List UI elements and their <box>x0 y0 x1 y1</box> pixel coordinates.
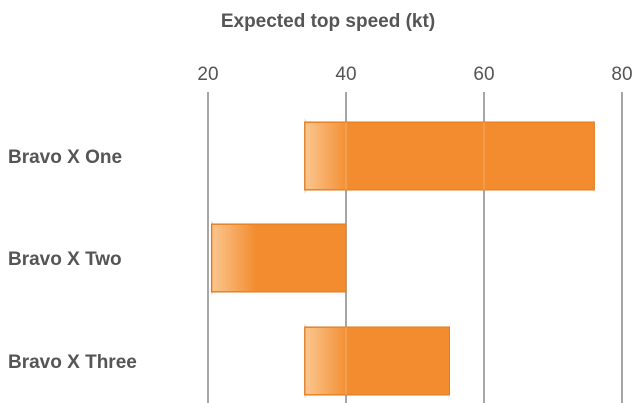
x-axis-ticks: 20 40 60 80 <box>197 64 632 85</box>
x-tick-label: 80 <box>611 64 632 85</box>
category-labels: Bravo X One Bravo X Two Bravo X Three <box>8 147 137 373</box>
bar-3 <box>304 323 450 399</box>
chart-title: Expected top speed (kt) <box>221 11 435 32</box>
x-tick-label: 20 <box>197 64 218 85</box>
x-tick-label: 60 <box>473 64 494 85</box>
bar-2 <box>210 220 347 296</box>
bars <box>210 118 595 399</box>
x-tick-label: 40 <box>335 64 356 85</box>
bar-rect <box>304 121 595 191</box>
bar-highlight <box>212 225 257 291</box>
category-label: Bravo X Two <box>8 249 122 270</box>
bar-highlight <box>305 123 350 189</box>
category-label: Bravo X Three <box>8 352 137 373</box>
bar-highlight <box>305 328 350 394</box>
bar-1 <box>304 118 595 194</box>
category-label: Bravo X One <box>8 147 122 168</box>
